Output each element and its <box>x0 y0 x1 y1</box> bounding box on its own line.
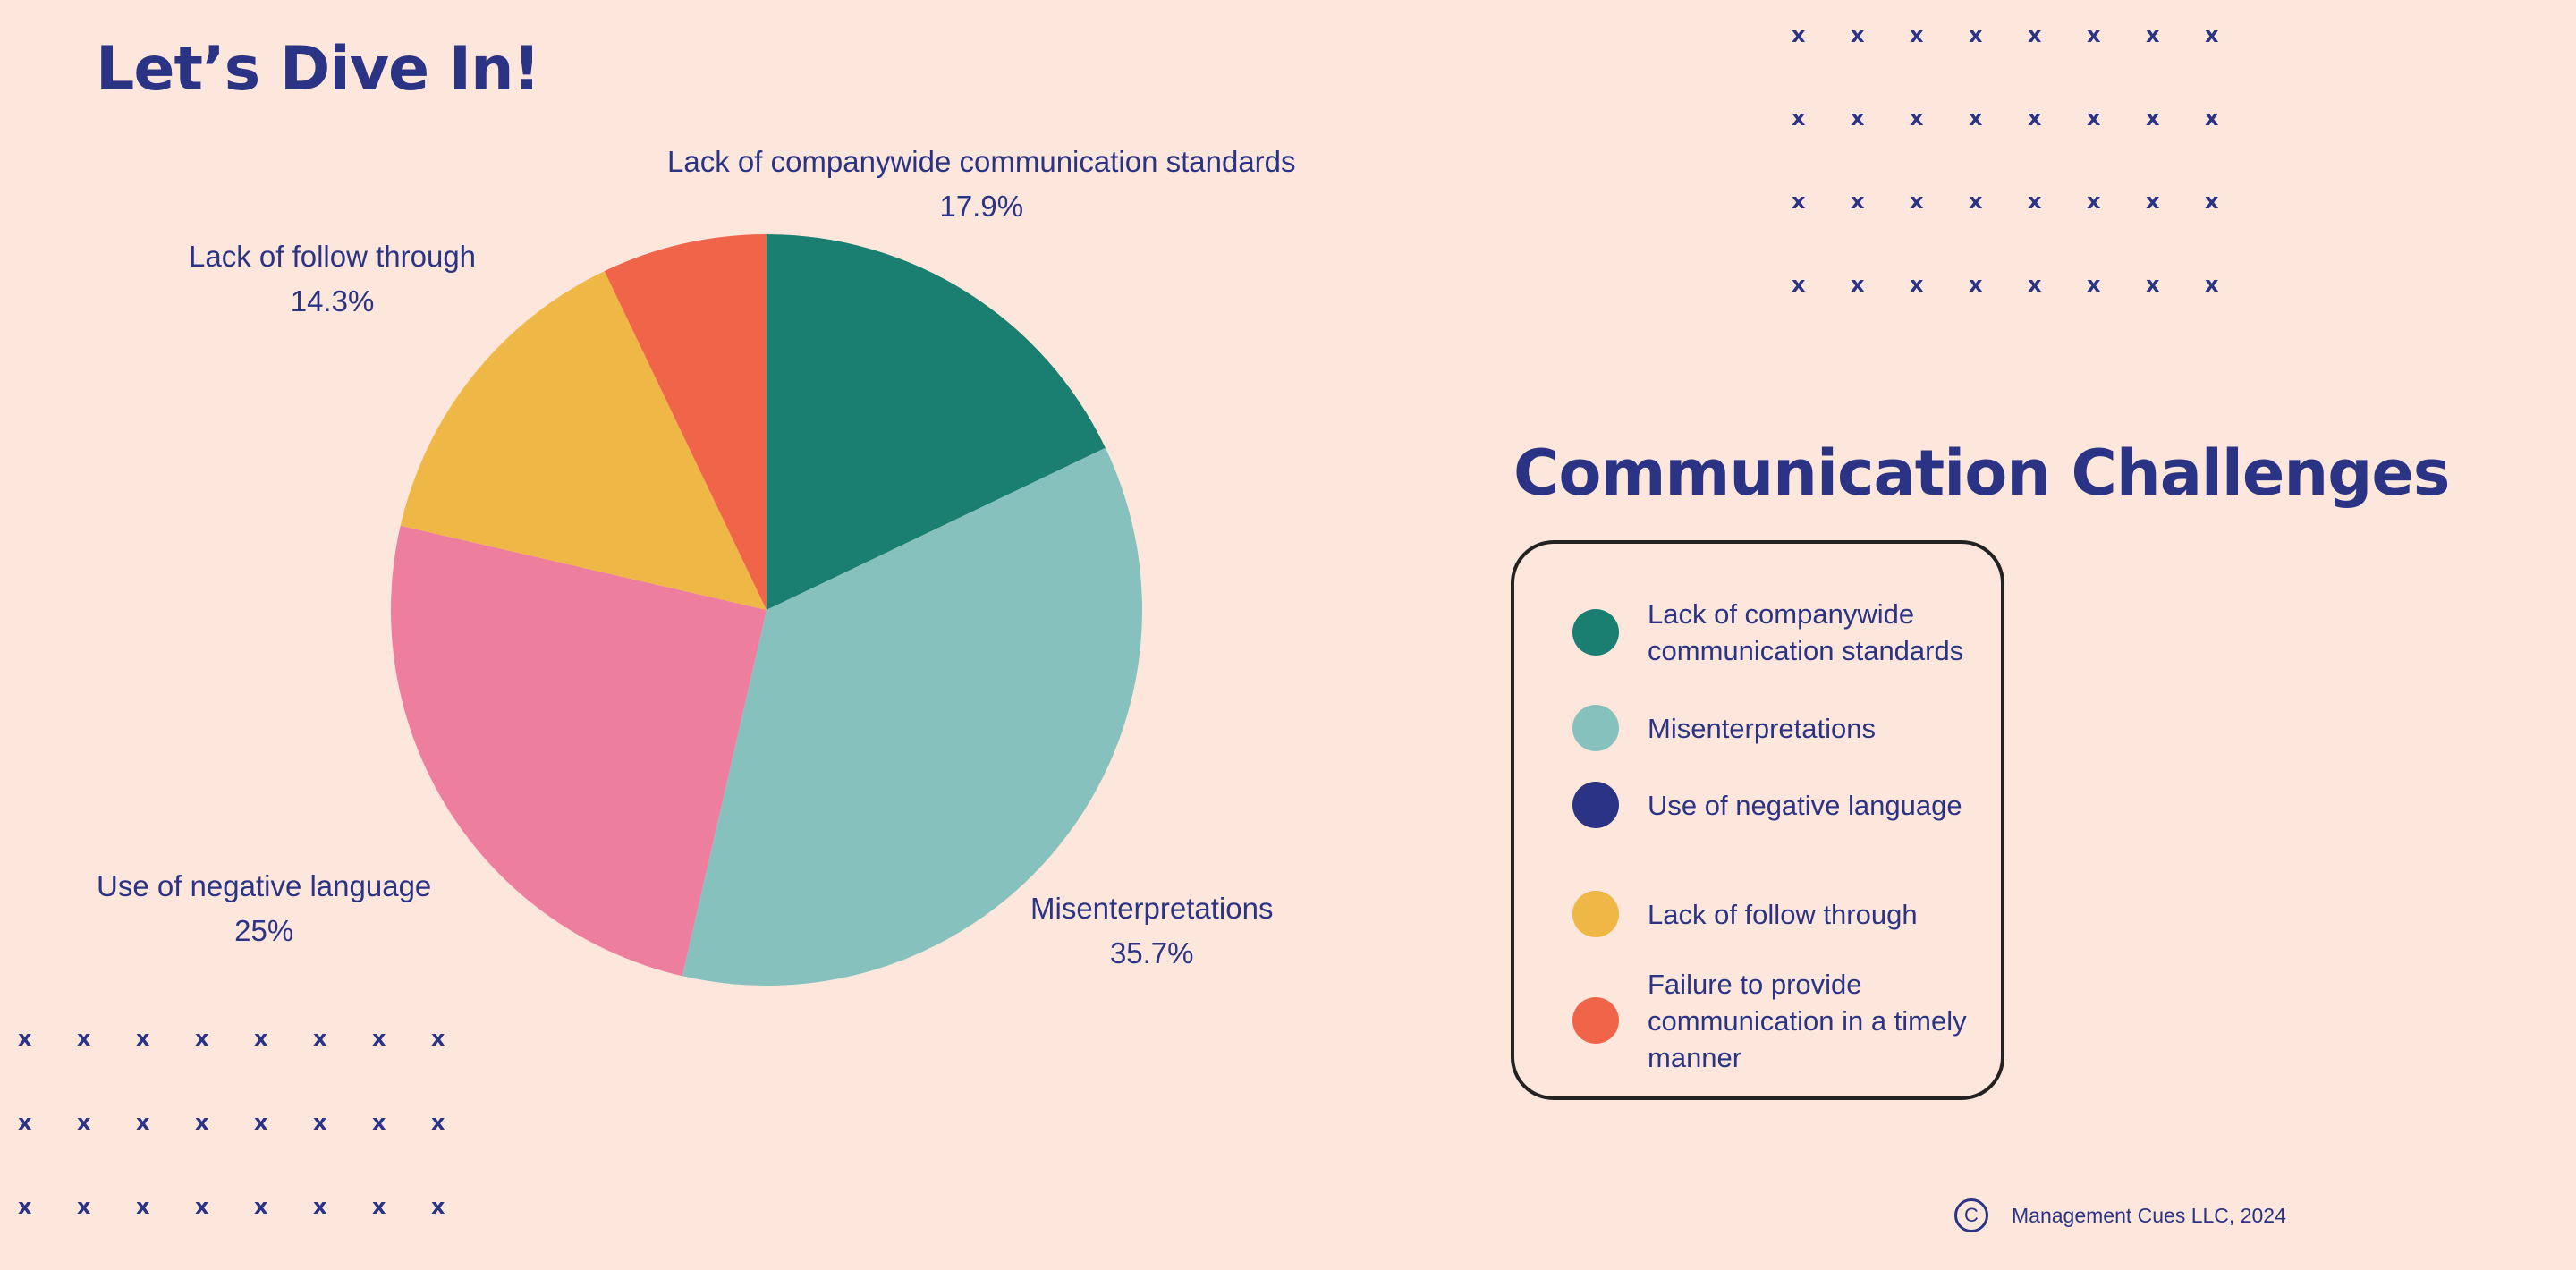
decorative-x-mark: x <box>254 1110 268 1135</box>
pie-slice-timely <box>604 234 767 610</box>
decorative-x-mark: x <box>1851 189 1865 214</box>
decorative-x-mark: x <box>18 1026 32 1051</box>
pie-slice-follow-through <box>400 271 767 610</box>
decorative-x-mark: x <box>313 1026 327 1051</box>
decorative-x-mark: x <box>2087 272 2101 297</box>
decorative-x-mark: x <box>2146 189 2160 214</box>
decorative-x-mark: x <box>2205 189 2219 214</box>
decorative-x-mark: x <box>1910 272 1924 297</box>
decorative-x-mark: x <box>195 1026 209 1051</box>
legend-swatch-negative-language <box>1572 782 1619 828</box>
legend-label-standards: Lack of companywide communication standa… <box>1648 598 1964 666</box>
slice-label-negative-language: Use of negative language 25% <box>97 869 432 947</box>
decorative-x-mark: x <box>18 1194 32 1219</box>
decorative-x-mark: x <box>313 1110 327 1135</box>
legend-item-timely: Failure to provide communication in a ti… <box>1572 964 1983 1077</box>
decorative-x-mark: x <box>1969 189 1983 214</box>
decorative-x-mark: x <box>77 1194 91 1219</box>
legend-swatch-follow-through <box>1572 891 1619 937</box>
legend-item-standards: Lack of companywide communication standa… <box>1572 576 1983 689</box>
decorative-x-pattern-bottom: x x x x x x x x x x x x x x x x x x x x x x x x <box>18 1026 490 1270</box>
decorative-x-mark: x <box>2087 22 2101 47</box>
decorative-x-mark: x <box>1851 272 1865 297</box>
chart-legend: Lack of companywide communication standa… <box>1511 540 2004 1100</box>
copyright-icon: C <box>1954 1198 1988 1232</box>
decorative-x-mark: x <box>431 1194 445 1219</box>
decorative-x-mark: x <box>77 1026 91 1051</box>
decorative-x-mark: x <box>2087 189 2101 214</box>
decorative-x-mark: x <box>1910 22 1924 47</box>
decorative-x-mark: x <box>1969 272 1983 297</box>
legend-label-misinterpretations: Misenterpretations <box>1648 712 1877 744</box>
legend-label-negative-language: Use of negative language <box>1648 789 1962 821</box>
decorative-x-mark: x <box>1910 189 1924 214</box>
pie-slice-misinterpretations <box>682 447 1142 986</box>
slide-title: Let’s Dive In! <box>96 34 541 105</box>
chart-title: Communication Challenges <box>1513 436 2450 510</box>
slice-label-standards: Lack of companywide communication standa… <box>667 145 1296 223</box>
decorative-x-mark: x <box>2146 272 2160 297</box>
slice-label-follow-through: Lack of follow through 14.3% <box>189 240 477 318</box>
decorative-x-mark: x <box>313 1194 327 1219</box>
decorative-x-mark: x <box>2087 106 2101 131</box>
decorative-x-mark: x <box>372 1194 386 1219</box>
decorative-x-mark: x <box>136 1110 150 1135</box>
decorative-x-mark: x <box>195 1110 209 1135</box>
legend-item-follow-through: Lack of follow through <box>1572 891 1983 937</box>
decorative-x-mark: x <box>372 1110 386 1135</box>
footer: C Management Cues LLC, 2024 <box>1954 1198 2286 1232</box>
decorative-x-mark: x <box>1969 106 1983 131</box>
decorative-x-mark: x <box>254 1194 268 1219</box>
footer-text: Management Cues LLC, 2024 <box>2012 1203 2286 1227</box>
decorative-x-pattern-top: x x x x x x x x x x x x x x x x x x x x x x x x x x x x x x x x <box>1792 22 2264 355</box>
decorative-x-mark: x <box>431 1110 445 1135</box>
decorative-x-mark: x <box>1792 272 1806 297</box>
decorative-x-mark: x <box>2146 22 2160 47</box>
decorative-x-mark: x <box>136 1194 150 1219</box>
decorative-x-mark: x <box>1969 22 1983 47</box>
decorative-x-mark: x <box>2205 22 2219 47</box>
decorative-x-mark: x <box>2205 272 2219 297</box>
decorative-x-mark: x <box>1910 106 1924 131</box>
pie-chart <box>391 234 1142 986</box>
decorative-x-mark: x <box>254 1026 268 1051</box>
decorative-x-mark: x <box>2205 106 2219 131</box>
decorative-x-mark: x <box>195 1194 209 1219</box>
legend-swatch-standards <box>1572 609 1619 656</box>
legend-item-misinterpretations: Misenterpretations <box>1572 705 1983 751</box>
decorative-x-mark: x <box>1792 106 1806 131</box>
pie-slice-standards <box>767 234 1106 610</box>
decorative-x-mark: x <box>2028 22 2042 47</box>
slice-label-misinterpretations: Misenterpretations 35.7% <box>1030 892 1274 969</box>
pie-slice-negative-language <box>391 525 767 977</box>
legend-swatch-timely <box>1572 997 1619 1044</box>
decorative-x-mark: x <box>1792 22 1806 47</box>
legend-swatch-misinterpretations <box>1572 705 1619 751</box>
decorative-x-mark: x <box>2028 272 2042 297</box>
decorative-x-mark: x <box>77 1110 91 1135</box>
decorative-x-mark: x <box>136 1026 150 1051</box>
legend-label-follow-through: Lack of follow through <box>1648 898 1918 930</box>
decorative-x-mark: x <box>2146 106 2160 131</box>
decorative-x-mark: x <box>18 1110 32 1135</box>
decorative-x-mark: x <box>1792 189 1806 214</box>
decorative-x-mark: x <box>1851 106 1865 131</box>
decorative-x-mark: x <box>372 1026 386 1051</box>
decorative-x-mark: x <box>1851 22 1865 47</box>
decorative-x-mark: x <box>2028 189 2042 214</box>
decorative-x-mark: x <box>2028 106 2042 131</box>
legend-label-timely: Failure to provide communication in a ti… <box>1648 968 1967 1073</box>
decorative-x-mark: x <box>431 1026 445 1051</box>
legend-item-negative-language: Use of negative language <box>1572 767 1983 842</box>
